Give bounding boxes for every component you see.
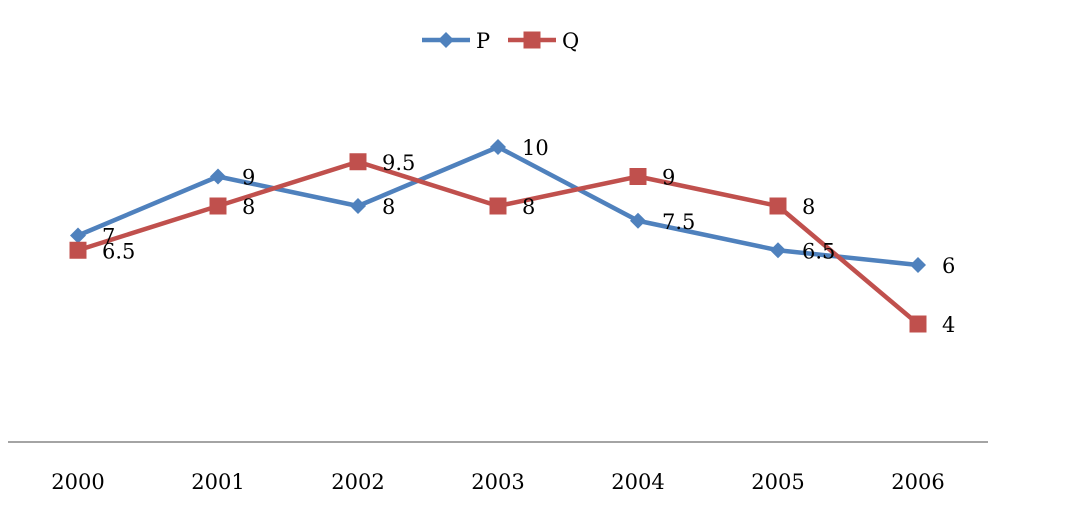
legend-p-label: P	[476, 29, 490, 53]
data-label-p-2006: 6	[942, 254, 955, 278]
series-layer	[69, 139, 927, 333]
data-label-q-2003: 8	[522, 195, 535, 219]
data-label-p-2002: 8	[382, 195, 395, 219]
series-q-line	[75, 159, 921, 327]
data-label-q-2006: 4	[942, 313, 955, 337]
data-label-q-2001: 8	[242, 195, 255, 219]
series-q-point-2005	[769, 197, 787, 215]
x-tick-label-2006: 2006	[891, 470, 944, 494]
series-p-point-2000	[70, 227, 86, 244]
series-p-point-2006	[910, 257, 926, 273]
series-q-point-2001	[209, 197, 227, 215]
series-q-point-2002	[349, 153, 367, 171]
x-tick-label-2004: 2004	[611, 470, 664, 494]
data-label-p-2004: 7.5	[662, 210, 695, 234]
series-q-point-2006	[909, 315, 927, 333]
series-q-point-2000	[69, 241, 87, 259]
series-p-point-2002	[350, 198, 366, 214]
series-p-point-2001	[210, 168, 226, 185]
x-tick-label-2000: 2000	[51, 470, 104, 494]
legend-q-marker	[523, 31, 541, 49]
series-p-point-2004	[630, 212, 646, 229]
legend-q-label: Q	[562, 29, 579, 53]
data-label-q-2002: 9.5	[382, 151, 415, 175]
x-tick-label-2001: 2001	[191, 470, 244, 494]
series-p-point-2005	[770, 242, 786, 259]
x-tick-label-2003: 2003	[471, 470, 524, 494]
x-tick-label-2002: 2002	[331, 470, 384, 494]
series-q-point-2003	[489, 197, 507, 215]
data-labels: 7 9 8 10 7.5 6.5 6 6.5 8 9.5 8 9 8 4	[102, 136, 955, 337]
data-label-p-2005: 6.5	[802, 239, 835, 263]
legend-p-marker	[438, 32, 454, 48]
data-label-p-2003: 10	[522, 136, 549, 160]
x-tick-label-2005: 2005	[751, 470, 804, 494]
data-label-q-2000: 6.5	[102, 239, 135, 263]
data-label-q-2005: 8	[802, 195, 815, 219]
series-q-point-2004	[629, 168, 647, 185]
data-label-p-2001: 9	[242, 166, 255, 190]
data-label-q-2004: 9	[662, 166, 675, 190]
data-label-p-2000: 7	[102, 225, 115, 249]
series-p-point-2003	[490, 139, 506, 155]
x-axis-tick-labels: 2000 2001 2002 2003 2004 2005 2006	[51, 470, 944, 494]
